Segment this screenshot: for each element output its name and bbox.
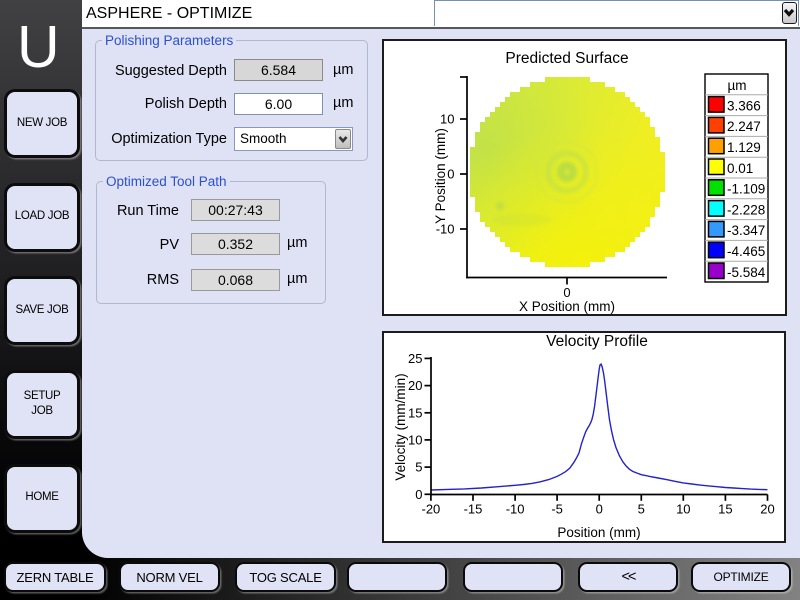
svg-text:Y Position (mm): Y Position (mm) bbox=[433, 128, 448, 224]
svg-text:25: 25 bbox=[408, 351, 422, 366]
svg-text:µm: µm bbox=[727, 78, 746, 93]
svg-text:20: 20 bbox=[408, 378, 422, 393]
svg-text:X Position (mm): X Position (mm) bbox=[519, 299, 615, 314]
svg-text:Velocity Profile: Velocity Profile bbox=[546, 333, 648, 350]
svg-text:Position (mm): Position (mm) bbox=[557, 525, 640, 540]
svg-text:-5: -5 bbox=[551, 502, 563, 517]
svg-text:5: 5 bbox=[638, 502, 645, 517]
svg-text:20: 20 bbox=[760, 502, 774, 517]
svg-text:15: 15 bbox=[408, 405, 422, 420]
svg-text:-10: -10 bbox=[436, 222, 455, 237]
svg-text:10: 10 bbox=[440, 112, 454, 127]
svg-text:-10: -10 bbox=[506, 502, 525, 517]
svg-text:0: 0 bbox=[563, 285, 570, 300]
svg-text:2.247: 2.247 bbox=[727, 119, 761, 134]
svg-text:10: 10 bbox=[676, 502, 690, 517]
svg-text:0: 0 bbox=[415, 487, 422, 502]
svg-text:-1.109: -1.109 bbox=[727, 182, 765, 197]
svg-text:1.129: 1.129 bbox=[727, 140, 761, 155]
svg-text:Velocity (mm/min): Velocity (mm/min) bbox=[393, 373, 408, 480]
svg-text:Predicted Surface: Predicted Surface bbox=[505, 50, 628, 67]
svg-text:0.01: 0.01 bbox=[727, 161, 753, 176]
svg-text:-3.347: -3.347 bbox=[727, 223, 765, 238]
svg-text:-20: -20 bbox=[422, 502, 441, 517]
svg-text:0: 0 bbox=[596, 502, 603, 517]
svg-text:10: 10 bbox=[408, 432, 422, 447]
svg-text:0: 0 bbox=[447, 167, 454, 182]
svg-text:-15: -15 bbox=[464, 502, 483, 517]
svg-text:3.366: 3.366 bbox=[727, 98, 761, 113]
svg-text:15: 15 bbox=[718, 502, 732, 517]
svg-text:-5.584: -5.584 bbox=[727, 265, 766, 280]
svg-text:-4.465: -4.465 bbox=[727, 244, 765, 259]
svg-text:-2.228: -2.228 bbox=[727, 202, 765, 217]
svg-text:5: 5 bbox=[415, 460, 422, 475]
